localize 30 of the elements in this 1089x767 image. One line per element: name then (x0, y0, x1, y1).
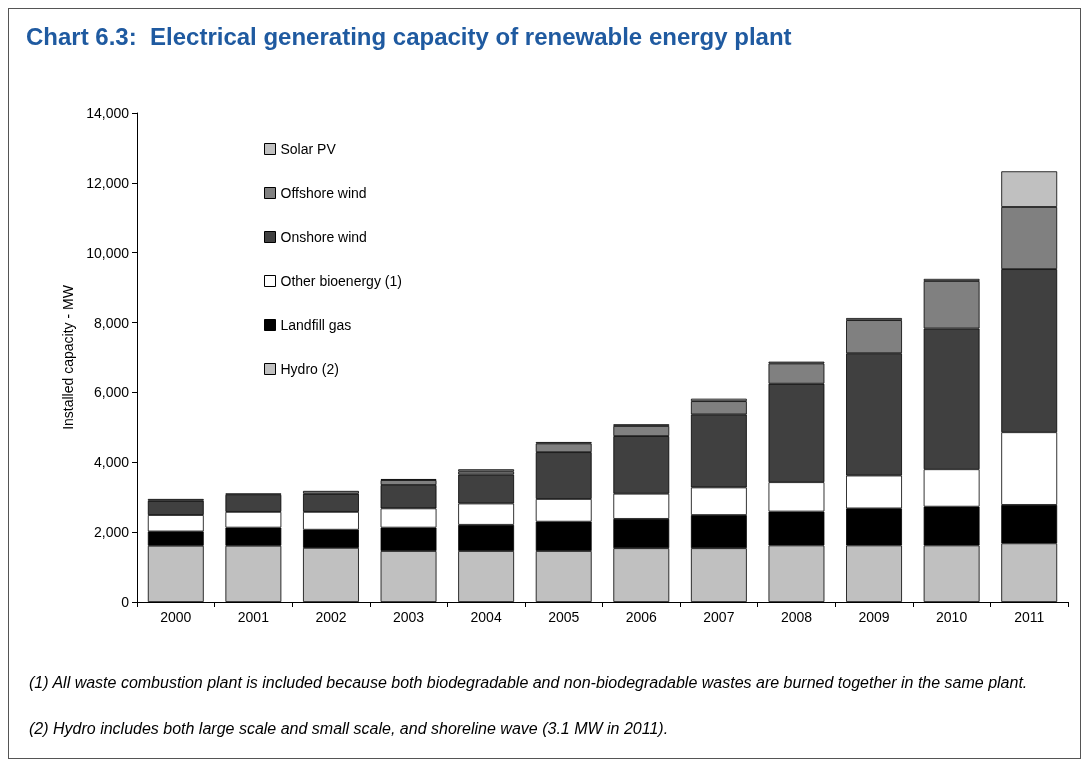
x-tick-label: 2009 (858, 609, 890, 625)
x-tick-label: 2003 (392, 609, 425, 625)
y-tick-label: 4,000 (93, 454, 130, 471)
x-tick-label: 2006 (625, 609, 658, 625)
x-tick-label: 2011 (1014, 609, 1045, 625)
x-tick-label: 2005 (548, 609, 580, 625)
legend-label: Landfill gas (280, 317, 352, 333)
y-tick-label: 8,000 (93, 314, 130, 331)
x-tick-label: 2000 (160, 609, 192, 625)
x-tick-label: 2004 (470, 609, 502, 625)
y-tick-label: 6,000 (93, 384, 130, 401)
text: (1) All waste combustion plant is included because both biodegradable and non-biodegradable wastes are burned together in the same plant. (29, 674, 1028, 691)
y-tick-label: 0 (121, 594, 130, 610)
x-tick-label: 2001 (237, 609, 270, 625)
legend-label: Solar PV (280, 141, 337, 157)
x-tick-label: 2010 (936, 609, 968, 625)
y-tick-label: 10,000 (86, 244, 130, 261)
y-tick-label: 2,000 (93, 524, 130, 541)
y-tick-label: 14,000 (86, 105, 130, 121)
legend-label: Hydro (2) (280, 361, 339, 377)
x-tick-label: 2002 (315, 609, 347, 625)
y-tick-label: 12,000 (86, 174, 130, 191)
text: (2) Hydro includes both large scale and small scale, and shoreline wave (3.1 MW in 2011). (29, 720, 669, 737)
legend-label: Other bioenergy (1) (280, 273, 402, 289)
x-tick-label: 2007 (703, 609, 735, 625)
x-tick-label: 2008 (780, 609, 813, 625)
legend-label: Offshore wind (280, 185, 367, 201)
chart-title: Chart 6.3: Electrical generating capacity of renewable energy plant (26, 22, 792, 50)
y-axis-title: Installed capacity - MW (60, 284, 76, 430)
legend-label: Onshore wind (280, 229, 367, 245)
